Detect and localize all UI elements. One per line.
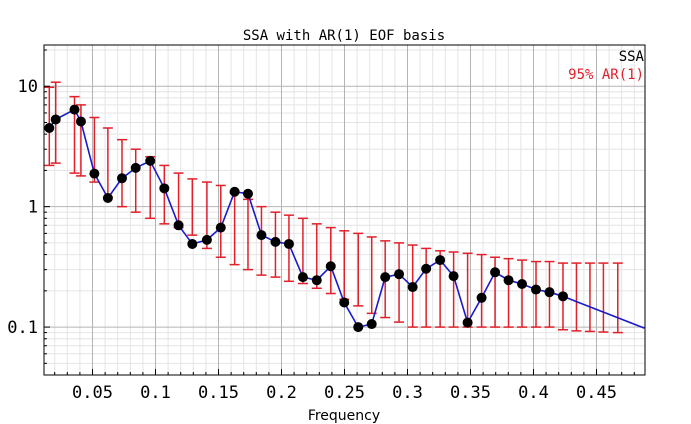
ar1-errorbar (421, 247, 432, 328)
ssa-point (311, 275, 322, 286)
ssa-point (283, 238, 294, 249)
ssa-point (102, 193, 113, 204)
ssa-point (297, 272, 308, 283)
ssa-point (339, 297, 350, 308)
ssa-point (544, 287, 555, 298)
ssa-point (215, 222, 226, 233)
ssa-point (407, 282, 418, 293)
ar1-errorbar (598, 262, 609, 333)
y-tick-labels: 0.1 1 10 (7, 77, 38, 338)
ar1-errorbar (116, 138, 127, 208)
chart-title: SSA with AR(1) EOF basis (243, 28, 445, 44)
ssa-point (366, 319, 377, 330)
ar1-errorbar (242, 198, 253, 271)
ssa-point (325, 261, 336, 272)
x-tick-label: 0.3 (392, 383, 423, 403)
ssa-point (421, 263, 432, 274)
legend-entry-ar1: 95% AR(1) (568, 67, 644, 83)
ar1-errorbar (571, 262, 582, 332)
ar1-errorbar (130, 148, 141, 213)
ssa-point (229, 186, 240, 197)
ar1-errorbar (448, 251, 459, 328)
legend-entry-ssa: SSA (619, 49, 645, 65)
ar1-errorbar (503, 257, 514, 328)
ssa-point (435, 255, 446, 266)
x-tick-label: 0.25 (324, 383, 365, 403)
ssa-point (353, 322, 364, 333)
ssa-point (531, 284, 542, 295)
y-tick-label: 10 (18, 77, 38, 97)
ssa-point (159, 183, 170, 194)
ar1-errorbar (159, 164, 170, 225)
ssa-point (173, 220, 184, 231)
ssa-point (242, 188, 253, 199)
ar1-errorbar (325, 226, 336, 295)
x-tick-label: 0.2 (266, 383, 297, 403)
axis-ticks (44, 49, 635, 376)
ssa-point (503, 275, 514, 286)
x-tick-label: 0.4 (518, 383, 549, 403)
x-tick-label: 0.35 (450, 383, 491, 403)
ssa-point (145, 155, 156, 166)
ar1-errorbar (476, 253, 487, 328)
ssa-point (75, 116, 86, 127)
ssa-point (394, 269, 405, 280)
ssa-point (44, 122, 55, 133)
x-tick-label: 0.05 (72, 383, 113, 403)
ar1-errorbar (584, 262, 595, 333)
ar1-errorbar (256, 205, 267, 276)
ssa-point (187, 238, 198, 249)
ar1-errorbar (517, 259, 528, 328)
ssa-point (517, 278, 528, 289)
ssa-point (201, 234, 212, 245)
ssa-point (89, 168, 100, 179)
ssa-point (462, 317, 473, 328)
ssa-markers (44, 104, 568, 333)
ar1-errorbar (612, 262, 623, 334)
ssa-point (50, 114, 61, 125)
ssa-point (448, 271, 459, 282)
x-tick-label: 0.45 (576, 383, 617, 403)
ssa-point (256, 230, 267, 241)
ar1-errorbar (215, 184, 226, 259)
x-tick-labels: 0.05 0.1 0.15 0.2 0.25 0.3 0.35 0.4 0.45 (72, 383, 617, 403)
ssa-point (116, 173, 127, 184)
x-tick-label: 0.1 (140, 383, 171, 403)
y-tick-label: 1 (28, 198, 38, 218)
ssa-point (476, 292, 487, 303)
ssa-point (270, 236, 281, 247)
ssa-point (380, 272, 391, 283)
ar1-errorbar (187, 178, 198, 236)
ar1-errorbar (353, 232, 364, 307)
x-tick-label: 0.15 (198, 383, 239, 403)
x-axis-label: Frequency (308, 408, 380, 424)
ssa-point (557, 291, 568, 302)
ar1-errorbar (394, 242, 405, 323)
y-tick-label: 0.1 (7, 318, 38, 338)
ssa-point (490, 267, 501, 278)
ssa-point (130, 162, 141, 173)
ssa-point (69, 104, 80, 115)
